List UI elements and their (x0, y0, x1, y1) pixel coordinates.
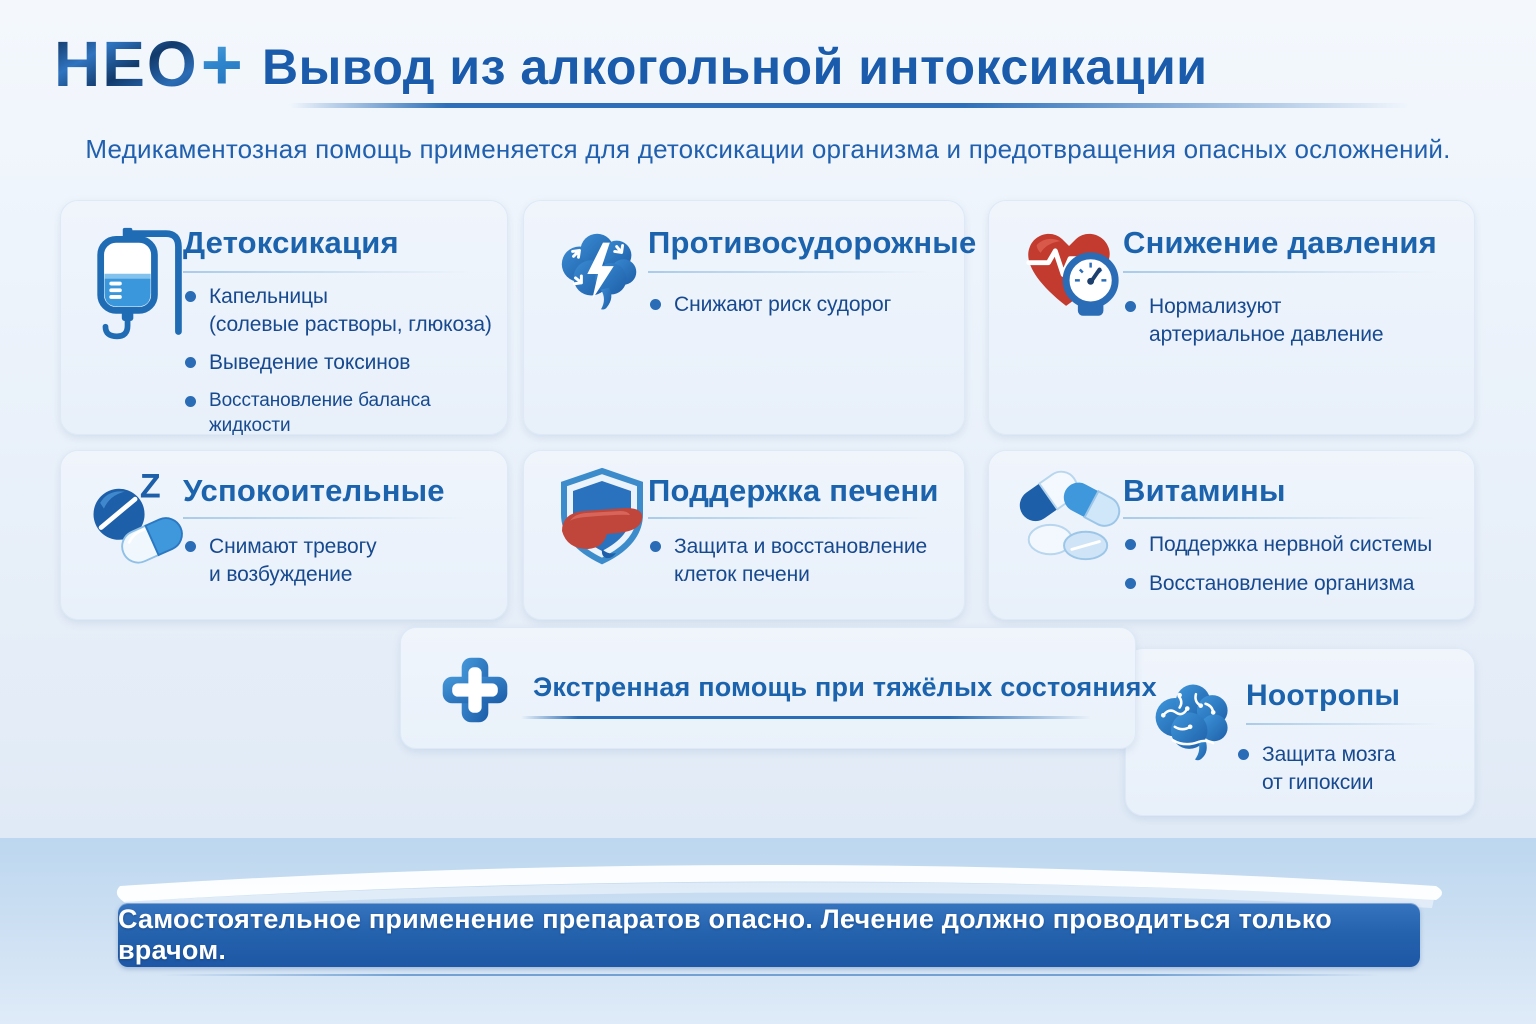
list-item: Нормализуют артериальное давление (1125, 293, 1455, 348)
card-title-divider (183, 271, 483, 273)
header-divider (290, 103, 1410, 108)
card-title: Детоксикация (183, 225, 399, 260)
card-liver-support: Поддержка печени Защита и восстановление… (523, 450, 965, 620)
brain-lightning-icon (552, 223, 650, 326)
card-nootropics: Ноотропы Защита мозга от гипоксии (1125, 648, 1475, 816)
warning-text: Самостоятельное применение препаратов оп… (118, 904, 1332, 965)
page-subtitle: Медикаментозная помощь применяется для д… (85, 134, 1451, 164)
bullet-text: Снижают риск судорог (674, 293, 892, 316)
bullet-text: Восстановление баланса жидкости (209, 390, 431, 437)
card-title: Ноотропы (1246, 679, 1401, 712)
bullet-text: Капельницы (солевые растворы, глюкоза) (209, 285, 492, 336)
bullet-text: Снимают тревогу и возбуждение (209, 535, 377, 586)
bullet-dot (650, 541, 661, 552)
bullet-dot (185, 541, 196, 552)
emergency-title: Экстренная помощь при тяжёлых состояниях (533, 672, 1157, 702)
card-title-divider (1246, 723, 1452, 725)
logo-text: НЕО (54, 28, 199, 100)
neo-plus-logo: НЕО + (54, 25, 243, 105)
logo-plus-icon: + (200, 25, 243, 105)
list-item: Защита мозга от гипоксии (1238, 741, 1458, 796)
vitamins-pills-icon (1007, 465, 1125, 574)
card-detox: Детоксикация Капельницы (солевые раствор… (60, 200, 508, 438)
list-item: Выведение токсинов (185, 349, 495, 377)
bullet-text: Нормализуют артериальное давление (1149, 295, 1384, 346)
card-title: Снижение давления (1123, 225, 1437, 260)
emergency-divider (521, 716, 1091, 719)
list-item: Поддержка нервной системы (1125, 531, 1461, 559)
bullet-dot (185, 357, 196, 369)
card-anticonvulsants: Противосудорожные Снижают риск судорог (523, 200, 976, 435)
bullet-dot (1238, 749, 1249, 760)
card-title-divider (648, 517, 944, 519)
card-title: Успокоительные (183, 473, 445, 508)
card-title: Витамины (1123, 473, 1286, 508)
card-title: Поддержка печени (648, 473, 939, 508)
bullet-dot (185, 291, 196, 302)
card-emergency: Экстренная помощь при тяжёлых состояниях (400, 627, 1157, 749)
card-title-divider (1123, 271, 1453, 273)
bullet-dot (185, 396, 196, 408)
bullet-text: Выведение токсинов (209, 351, 411, 375)
list-item: Восстановление организма (1125, 570, 1461, 598)
card-title-divider (1123, 517, 1453, 519)
card-title: Противосудорожные (648, 225, 977, 260)
list-item: Снижают риск судорог (650, 291, 950, 319)
swoosh-highlight (116, 865, 1442, 910)
bullet-dot (1125, 301, 1136, 312)
page-title: Вывод из алкогольной интоксикации (262, 39, 1208, 95)
bullet-text: Восстановление организма (1149, 571, 1415, 595)
bullet-dot (650, 299, 661, 310)
bullet-dot (1125, 577, 1136, 589)
warning-banner: Самостоятельное применение препаратов оп… (118, 903, 1420, 967)
liver-shield-icon (550, 465, 654, 576)
list-item: Снимают тревогу и возбуждение (185, 533, 485, 588)
card-title-divider (648, 271, 944, 273)
card-blood-pressure: Снижение давления Нормализуют артериальн… (988, 200, 1475, 435)
list-item: Капельницы (солевые растворы, глюкоза) (185, 283, 495, 338)
medical-cross-icon (437, 652, 513, 733)
bullet-text: Защита мозга от гипоксии (1262, 743, 1396, 794)
neuro-brain-icon (1146, 673, 1242, 776)
bullet-text: Защита и восстановление клеток печени (674, 535, 928, 586)
sedative-pills-icon: Z (85, 467, 189, 576)
list-item: Восстановление баланса жидкости (185, 388, 495, 438)
bullet-text: Поддержка нервной системы (1149, 533, 1433, 556)
heart-pressure-gauge-icon (1017, 221, 1125, 328)
card-title-divider (183, 517, 483, 519)
card-sedatives: Z Успокоительные Снимают тревогу и возбу… (60, 450, 508, 620)
iv-drip-icon (93, 223, 189, 350)
footer-divider (160, 974, 1380, 976)
list-item: Защита и восстановление клеток печени (650, 533, 950, 588)
svg-text:Z: Z (140, 467, 161, 505)
card-vitamins: Витамины Поддержка нервной системы Восст… (988, 450, 1475, 620)
bullet-dot (1125, 539, 1136, 550)
